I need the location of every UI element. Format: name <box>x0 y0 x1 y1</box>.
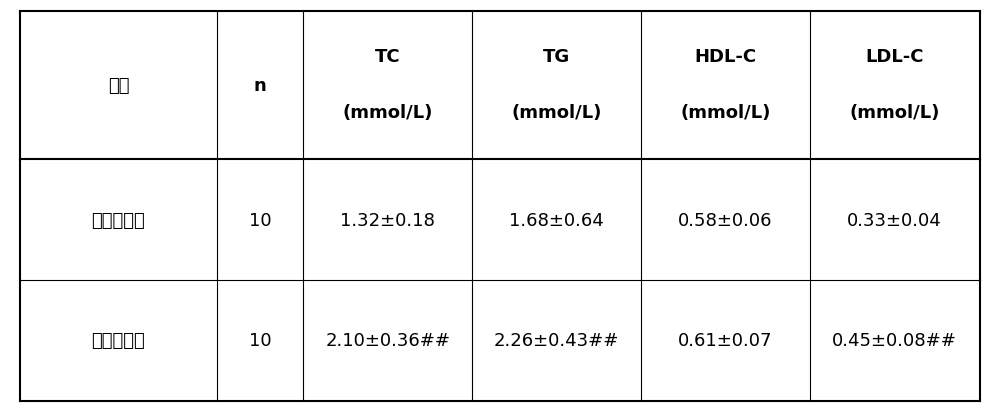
Text: 0.61±0.07: 0.61±0.07 <box>678 332 773 349</box>
Text: 0.58±0.06: 0.58±0.06 <box>678 211 773 229</box>
Text: 1.32±0.18: 1.32±0.18 <box>340 211 435 229</box>
Text: 模型对照组: 模型对照组 <box>92 332 145 349</box>
Text: 0.45±0.08##: 0.45±0.08## <box>832 332 957 349</box>
Text: (mmol/L): (mmol/L) <box>342 104 433 122</box>
Text: 0.33±0.04: 0.33±0.04 <box>847 211 942 229</box>
Text: 正常对照组: 正常对照组 <box>92 211 145 229</box>
Text: (mmol/L): (mmol/L) <box>680 104 771 122</box>
Text: n: n <box>254 77 266 95</box>
Text: TG: TG <box>543 47 570 66</box>
Text: 2.26±0.43##: 2.26±0.43## <box>494 332 619 349</box>
Text: LDL-C: LDL-C <box>865 47 924 66</box>
Text: HDL-C: HDL-C <box>695 47 757 66</box>
Text: 10: 10 <box>249 332 271 349</box>
Text: (mmol/L): (mmol/L) <box>511 104 602 122</box>
Text: 组别: 组别 <box>108 77 129 95</box>
Text: 2.10±0.36##: 2.10±0.36## <box>325 332 450 349</box>
Text: TC: TC <box>375 47 400 66</box>
Text: 10: 10 <box>249 211 271 229</box>
Text: 1.68±0.64: 1.68±0.64 <box>509 211 604 229</box>
Text: (mmol/L): (mmol/L) <box>849 104 940 122</box>
